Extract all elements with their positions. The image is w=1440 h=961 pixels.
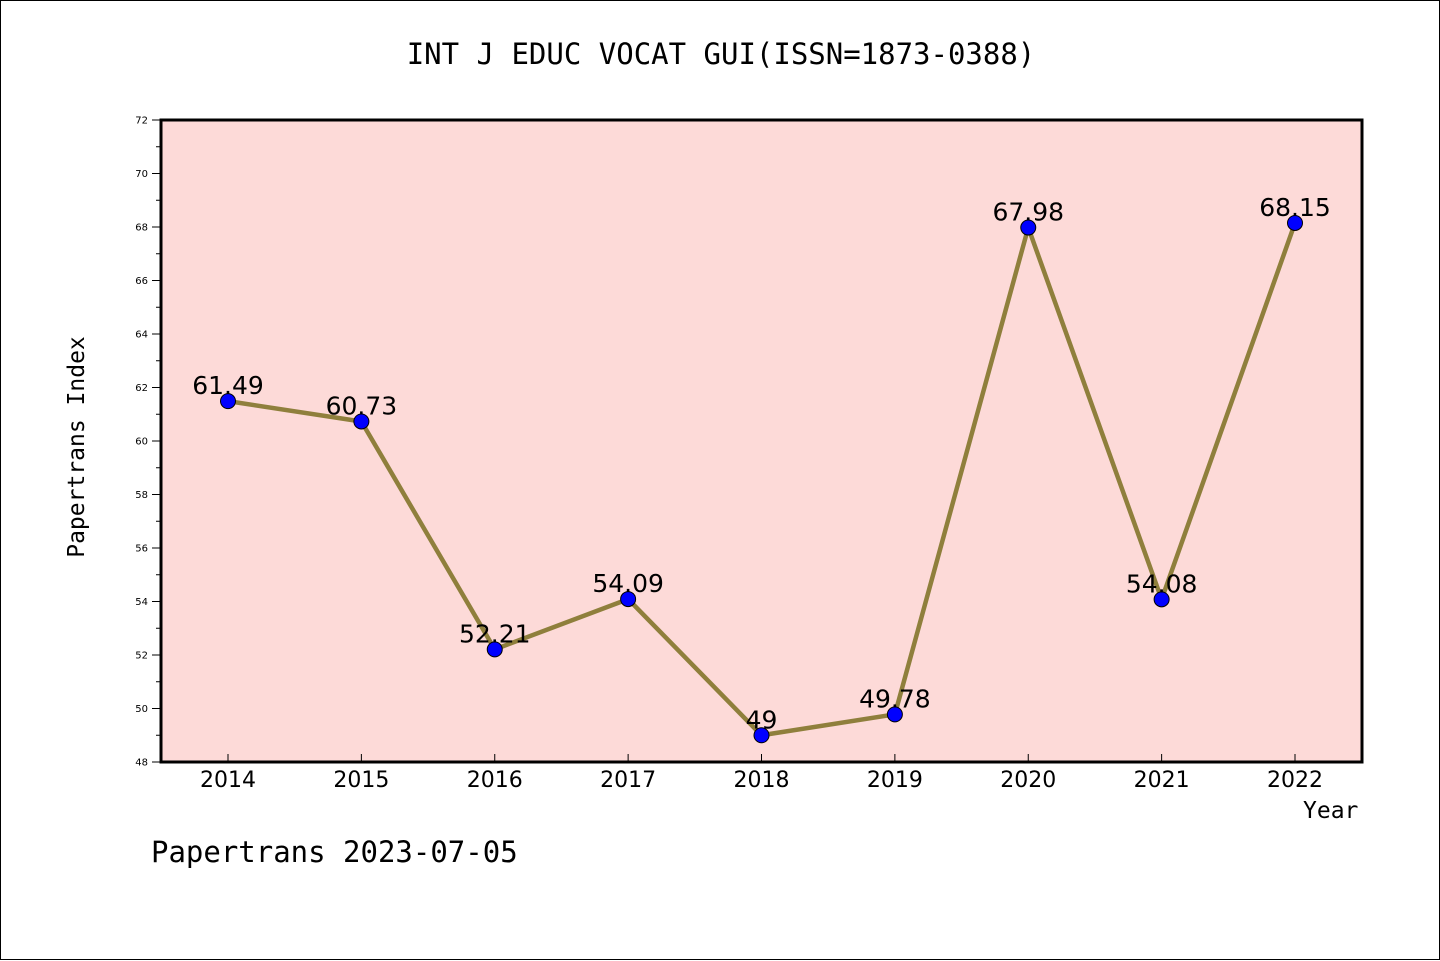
data-point [1287, 214, 1303, 231]
data-label: 60.73 [326, 391, 398, 420]
data-point [486, 641, 503, 658]
y-tick-label: 72 [135, 116, 148, 127]
x-tick-label: 2017 [600, 768, 656, 793]
x-tick-label: 2018 [734, 768, 790, 793]
data-label: 49.78 [859, 684, 931, 713]
x-tick-label: 2015 [333, 768, 389, 793]
data-label: 54.08 [1126, 569, 1198, 598]
y-tick-label: 70 [135, 169, 148, 180]
plot-area [161, 120, 1362, 762]
x-tick-label: 2020 [1000, 768, 1056, 793]
y-tick-label: 62 [135, 383, 148, 394]
x-tick-label: 2016 [467, 768, 523, 793]
data-point [753, 727, 770, 744]
y-tick-label: 60 [135, 437, 148, 448]
y-tick-label: 66 [135, 276, 148, 287]
y-tick-label: 64 [135, 330, 148, 341]
x-tick-label: 2019 [867, 768, 923, 793]
footer-credit: Papertrans 2023-07-05 [151, 835, 518, 869]
y-tick-label: 54 [135, 597, 148, 608]
plot-border [159, 118, 1364, 764]
data-label: 67.98 [992, 198, 1064, 227]
y-tick-label: 52 [135, 651, 148, 662]
data-label: 49 [746, 705, 778, 734]
y-tick-label: 58 [135, 490, 148, 501]
data-point [1020, 219, 1037, 236]
y-tick-label: 56 [135, 544, 148, 555]
data-point [353, 413, 370, 430]
data-point [1153, 591, 1170, 608]
x-tick-label: 2014 [200, 768, 256, 793]
data-label: 54.09 [592, 569, 664, 598]
x-tick-label: 2022 [1267, 768, 1323, 793]
data-label: 61.49 [192, 371, 264, 400]
chart-title: INT J EDUC VOCAT GUI(ISSN=1873-0388) [406, 37, 1036, 71]
data-point [886, 706, 903, 723]
data-label: 68.15 [1259, 193, 1331, 222]
y-tick-label: 48 [135, 758, 148, 769]
data-point [620, 591, 637, 608]
y-axis: 48 50 52 54 56 58 60 62 64 66 68 70 72 [135, 116, 161, 769]
series-group: 61.49 60.73 52.21 54.09 49 49.78 67.98 54.08 68.… [192, 193, 1331, 744]
x-axis-label: Year [1303, 798, 1359, 824]
x-axis: 2014 2015 2016 2017 2018 2019 2020 2021 2022 [200, 754, 1323, 793]
x-tick-label: 2021 [1134, 768, 1190, 793]
y-tick-label: 50 [135, 704, 148, 715]
data-point [220, 393, 236, 410]
data-label: 52.21 [459, 619, 531, 648]
y-tick-label: 68 [135, 223, 148, 234]
